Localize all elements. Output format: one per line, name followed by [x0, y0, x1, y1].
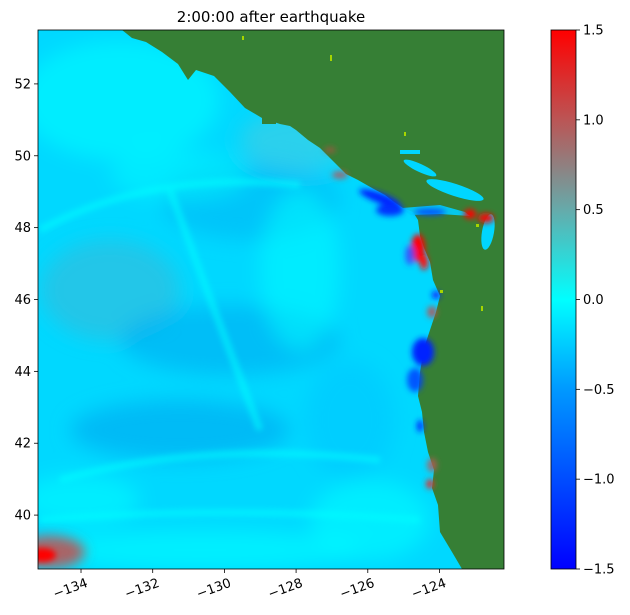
colorbar-tick-label: 1.0: [583, 113, 604, 128]
sw-peak: [38, 548, 56, 562]
y-tick-label: 46: [14, 293, 31, 308]
map-area: [38, 30, 504, 569]
x-tick-label: −124: [410, 576, 449, 602]
colorbar-ticks: 1.5 1.0 0.5 0.0 −0.5 −1.0 −1.5: [576, 24, 615, 578]
y-tick-label: 44: [14, 365, 31, 380]
colorbar-tick-label: −1.0: [583, 473, 615, 488]
x-tick-label: −134: [51, 576, 90, 602]
x-tick-label: −126: [338, 576, 377, 602]
y-tick-label: 48: [14, 221, 31, 236]
coastal-islands: [262, 118, 332, 137]
x-axis: −134 −132 −130 −128 −126 −124: [51, 569, 448, 602]
coastal-anomalies: [324, 147, 494, 489]
inland-waters: [400, 150, 495, 250]
y-tick-label: 50: [14, 149, 31, 164]
colorbar-tick-label: −1.5: [583, 563, 615, 578]
chart-title: 2:00:00 after earthquake: [177, 8, 365, 26]
y-axis: 40 42 44 46 48 50 52: [14, 77, 38, 524]
colorbar-tick-label: 1.5: [583, 24, 604, 39]
coastal-specks: [242, 36, 483, 311]
x-tick-label: −132: [123, 576, 162, 602]
colorbar: 1.5 1.0 0.5 0.0 −0.5 −1.0 −1.5: [550, 24, 615, 578]
x-tick-label: −130: [195, 576, 234, 602]
colorbar-tick-label: 0.0: [583, 293, 604, 308]
y-tick-label: 42: [14, 437, 31, 452]
y-tick-label: 40: [14, 509, 31, 524]
colorbar-gradient: [551, 30, 576, 569]
x-tick-label: −128: [266, 576, 305, 602]
wave-crests: [38, 178, 421, 524]
y-tick-label: 52: [14, 77, 31, 92]
colorbar-tick-label: −0.5: [583, 383, 615, 398]
colorbar-tick-label: 0.5: [583, 203, 604, 218]
